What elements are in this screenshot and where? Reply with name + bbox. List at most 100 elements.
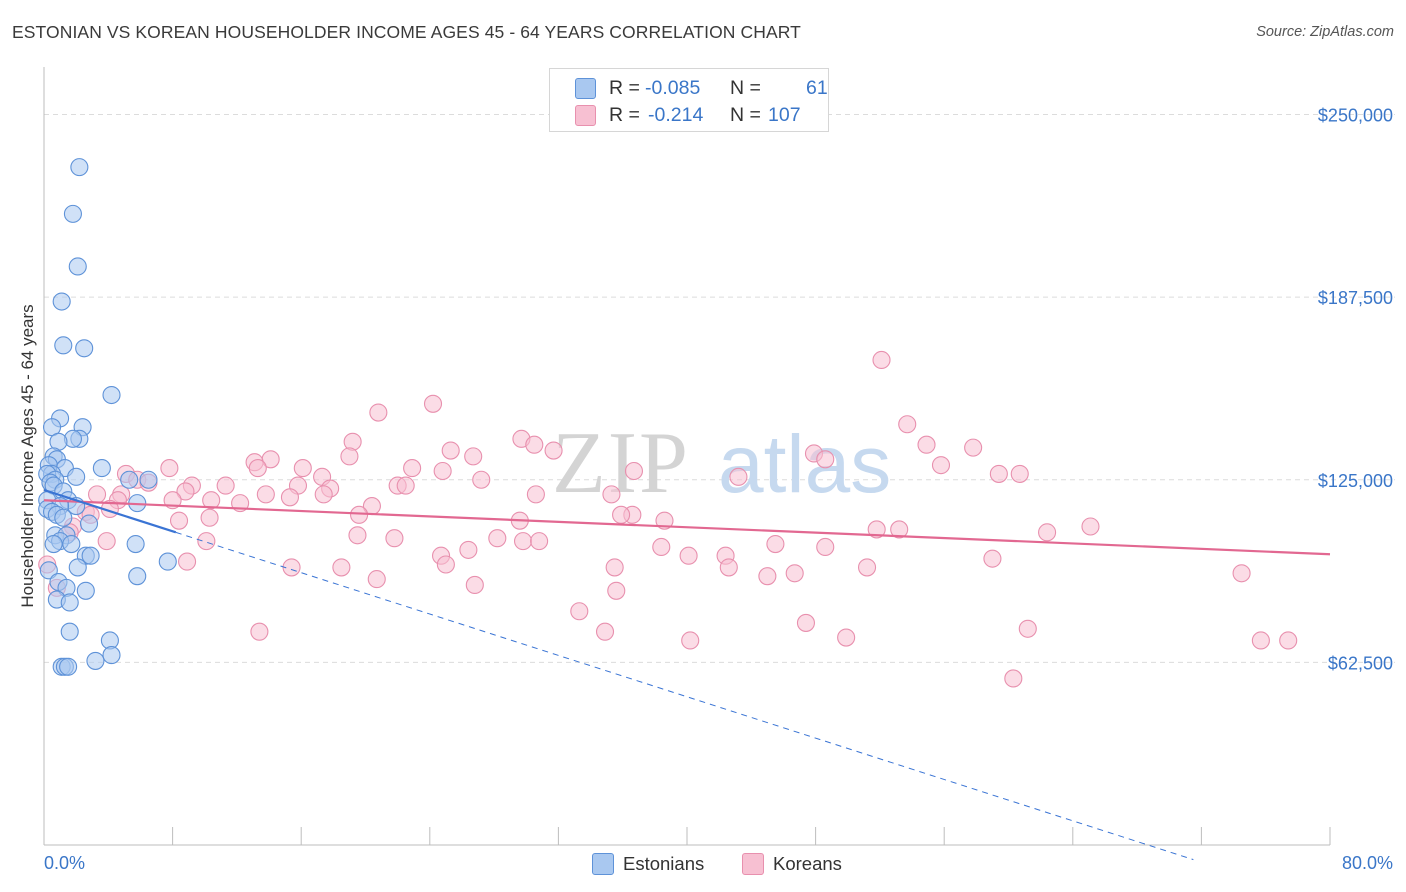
korean-point [280,488,299,507]
x-tick-label-min: 0.0% [44,853,85,873]
legend-r-label: R = [609,104,640,126]
estonians-swatch [592,853,614,875]
watermark-zip: ZIP [552,415,690,512]
korean-point [1004,669,1023,688]
korean-point [857,558,877,577]
korean-point [436,555,455,574]
estonian-point [62,534,81,554]
korean-point [612,505,631,524]
estonian-point [60,593,79,612]
legend-n-label: N = [730,77,761,99]
korean-point [983,549,1002,568]
legend-label-estonians: Estonians [623,853,705,874]
source-label: Source: ZipAtlas.com [1256,24,1394,40]
korean-point [403,459,422,478]
korean-point [570,602,589,621]
korean-point [202,491,221,510]
koreans-swatch [575,105,596,126]
korean-point [282,558,301,577]
estonian-point [92,459,111,478]
korean-point [464,447,483,466]
korean-point [176,482,195,501]
korean-point [595,622,615,641]
korean-point [867,520,886,539]
legend-r-value: -0.214 [648,104,704,126]
korean-point [1232,564,1251,583]
watermark-atlas: atlas [718,419,891,510]
korean-point [605,558,624,577]
korean-point [719,558,738,577]
korean-point [1081,517,1100,536]
korean-point [525,435,544,454]
korean-point [931,456,951,475]
korean-point [837,628,856,647]
korean-point [1251,631,1270,650]
chart-title: ESTONIAN VS KOREAN HOUSEHOLDER INCOME AG… [12,22,801,42]
estonian-point [102,385,121,405]
korean-point [890,520,909,539]
estonian-trendline [43,488,177,534]
korean-point [872,350,891,370]
korean-point [459,540,478,559]
korean-point [898,415,917,434]
korean-point [624,461,644,481]
y-tick-labels: $62,500 $125,000 $187,500 $250,000 [1318,106,1393,674]
y-tick-label: $250,000 [1318,106,1393,126]
estonian-point [128,567,147,586]
korean-point [472,470,491,489]
estonian-point [76,581,95,600]
korean-point [655,511,674,530]
korean-point [766,534,785,554]
korean-point [441,441,460,460]
korean-point [200,508,219,527]
korean-point [332,558,351,577]
estonian-point [102,646,121,665]
korean-point [433,461,452,481]
korean-point [314,485,333,504]
korean-point [348,526,367,545]
legend-r-label: R = [609,77,640,99]
axes [43,67,1331,846]
estonian-point [79,514,99,533]
gridlines [44,114,1395,663]
korean-trendline [43,499,1331,556]
korean-point [544,441,563,460]
estonian-point [126,534,145,554]
korean-point [652,537,671,557]
korean-point [796,613,816,632]
y-tick-label: $125,000 [1318,471,1393,491]
korean-point [216,476,235,495]
legend-label-koreans: Koreans [773,853,842,874]
korean-point [1279,631,1298,650]
estonian-point [52,292,71,311]
korean-point [350,505,369,524]
legend-n-value: 61 [806,77,828,99]
estonians-swatch [575,78,596,99]
korean-point [423,394,443,413]
estonian-trendline-extension [175,531,1194,861]
korean-point [250,622,269,641]
y-tick-label: $62,500 [1328,653,1393,673]
korean-point [169,511,189,530]
korean-point [248,459,267,478]
korean-point [343,432,362,451]
estonians-points [38,158,177,676]
korean-point [964,438,983,457]
korean-point [816,450,835,469]
estonian-point [60,622,79,641]
estonian-point [139,470,158,489]
korean-point [1038,523,1057,542]
y-tick-label: $187,500 [1318,288,1393,308]
korean-point [293,459,312,478]
korean-point [87,485,107,504]
korean-point [607,581,626,600]
korean-point [758,567,777,586]
legend-n-label: N = [730,104,761,126]
koreans-swatch [742,853,764,875]
korean-point [679,546,698,565]
korean-point [340,447,359,466]
estonian-point [81,546,100,565]
korean-point [989,464,1008,483]
korean-point [97,532,116,551]
